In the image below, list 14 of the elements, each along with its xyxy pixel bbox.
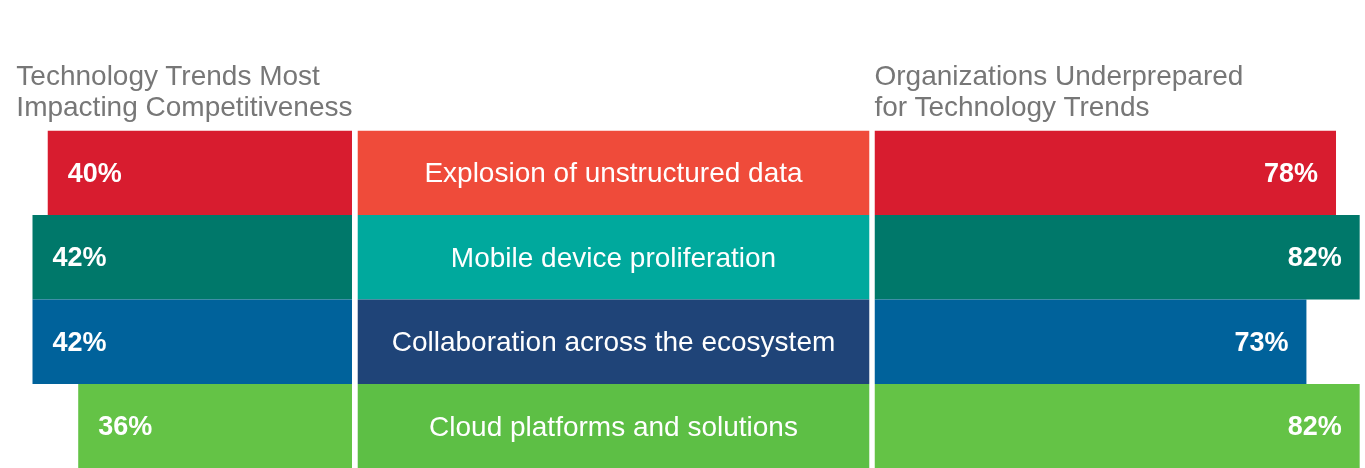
chart-title: Organizations Underprepared for Technology Trends <box>874 59 1244 122</box>
data-label: 42% <box>52 326 107 357</box>
y-tick-label: Cloud platforms and solutions <box>429 410 798 442</box>
data-label: 73% <box>1234 326 1289 357</box>
data-label: 36% <box>98 411 153 442</box>
y-tick-label: Collaboration across the ecosystem <box>391 326 836 358</box>
data-label: 78% <box>1263 157 1319 188</box>
data-label: 42% <box>52 242 107 273</box>
chart-title: Technology Trends Most Impacting Competitiveness <box>16 59 353 122</box>
y-tick-label: Mobile device proliferation <box>450 241 777 273</box>
data-label: 82% <box>1287 242 1342 273</box>
y-tick-label: Explosion of unstructured data <box>424 157 804 189</box>
data-label: 82% <box>1287 411 1342 442</box>
data-label: 40% <box>67 157 122 188</box>
